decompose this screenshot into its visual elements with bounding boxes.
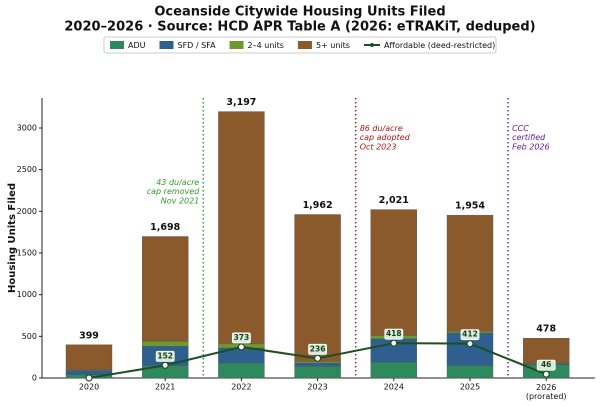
x-tick-label: 2022: [231, 383, 251, 392]
legend-marker: [369, 43, 374, 47]
label-box: [460, 329, 480, 341]
annotation: CCC certified Feb 2026: [512, 124, 550, 151]
legend-label: SFD / SFA: [178, 41, 217, 50]
y-tick-label: 1000: [17, 290, 37, 299]
bar-segment: [294, 214, 341, 362]
bar-total-label: 1,698: [150, 222, 180, 233]
affordable-point: [237, 343, 245, 351]
bar-segment: [446, 214, 494, 332]
x-tick-label: 2026 (prorated): [526, 383, 567, 401]
x-tick-label: 2021: [155, 383, 175, 392]
y-tick-label: 3000: [17, 124, 37, 133]
chart-title: Oceanside Citywide Housing Units Filed: [154, 5, 445, 20]
y-axis-label: Housing Units Filed: [7, 183, 18, 293]
bar-total-label: 1,954: [455, 201, 485, 212]
label-box: [384, 328, 404, 340]
legend-swatch: [229, 41, 244, 49]
bar-total-label: 478: [536, 324, 556, 335]
bar-segment: [294, 366, 341, 379]
bar-segment: [65, 344, 113, 370]
affordable-label: 236: [310, 344, 326, 353]
x-tick-label: 2025: [460, 383, 480, 392]
affordable-label: 46: [541, 360, 551, 369]
label-box: [231, 332, 251, 344]
y-tick-label: 2500: [17, 165, 37, 174]
legend-swatch: [110, 41, 124, 49]
legend-label: 2–4 units: [248, 41, 284, 50]
bar-segment: [446, 365, 494, 379]
bar-segment: [370, 209, 417, 336]
bar-segment: [141, 236, 189, 342]
affordable-label: 152: [157, 351, 173, 360]
affordable-point: [314, 354, 322, 362]
legend-swatch: [159, 41, 174, 49]
x-tick-label: 2023: [307, 383, 327, 392]
affordable-point: [85, 374, 93, 382]
affordable-point: [390, 339, 398, 347]
bar-segment: [141, 341, 189, 347]
bar-segment: [218, 362, 265, 379]
bar-total-label: 399: [79, 330, 99, 341]
bar-segment: [65, 370, 113, 375]
x-tick-label: 2024: [384, 383, 404, 392]
legend-swatch: [297, 41, 312, 49]
y-tick-label: 500: [22, 332, 37, 341]
affordable-label: 412: [462, 330, 478, 339]
affordable-point: [466, 340, 474, 348]
label-box: [155, 350, 175, 362]
annotation: 86 du/acre cap adopted Oct 2023: [360, 124, 411, 151]
bar-total-label: 3,197: [226, 97, 256, 108]
bar-segment: [218, 111, 265, 345]
label-box: [536, 359, 556, 371]
bar-total-label: 1,962: [303, 200, 333, 211]
bar-segment: [294, 362, 341, 367]
legend-label: 5+ units: [316, 41, 350, 50]
label-box: [308, 343, 328, 355]
affordable-point: [161, 361, 169, 369]
affordable-label: 373: [234, 333, 250, 342]
bar-segment: [370, 361, 417, 379]
bar-total-label: 2,021: [379, 195, 409, 206]
x-tick-label: 2020: [79, 383, 99, 392]
bar-segment: [523, 337, 570, 364]
y-tick-label: 0: [32, 374, 37, 383]
legend-label: Affordable (deed-restricted): [384, 41, 495, 50]
legend-label: ADU: [128, 41, 146, 50]
annotation: 43 du/acre cap removed Nov 2021: [147, 178, 200, 205]
y-tick-label: 2000: [17, 207, 37, 216]
chart-subtitle: 2020–2026 · Source: HCD APR Table A (202…: [64, 20, 535, 35]
affordable-point: [542, 370, 550, 378]
affordable-label: 418: [386, 329, 402, 338]
y-tick-label: 1500: [17, 249, 37, 258]
